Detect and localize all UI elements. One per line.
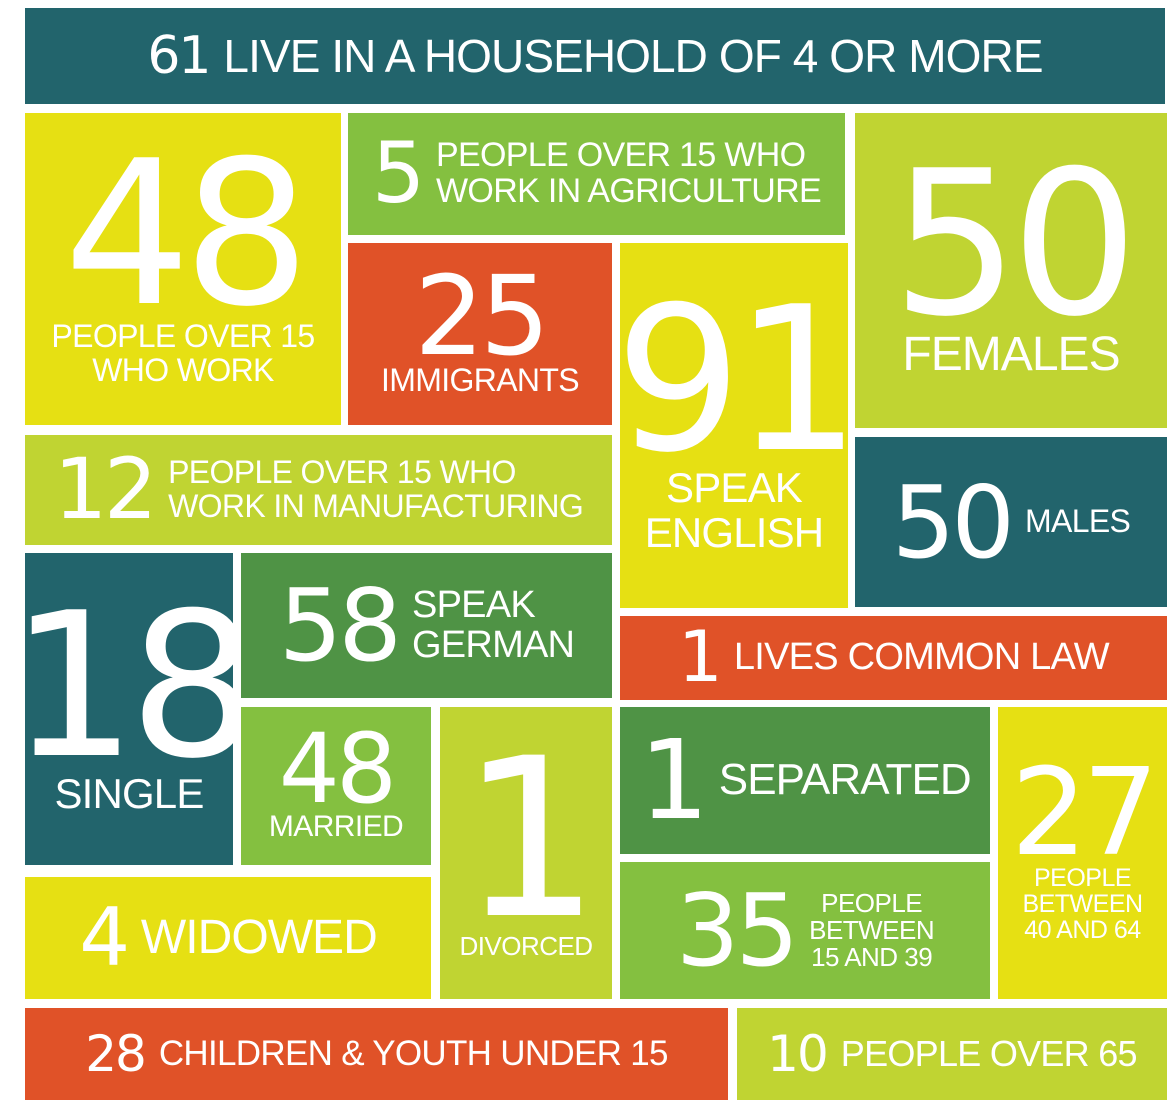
stat-label: PEOPLE BETWEEN 15 AND 39 — [809, 887, 935, 973]
stat-tile: 50 FEMALES — [855, 113, 1167, 428]
stat-tile: 18 SINGLE — [25, 553, 233, 865]
stat-tile: 91 SPEAK ENGLISH — [620, 243, 848, 608]
label-line: MARRIED — [268, 810, 404, 844]
stat-tile: 27 PEOPLE BETWEEN 40 AND 64 — [998, 707, 1167, 999]
stat-tile: 12 PEOPLE OVER 15 WHO WORK IN MANUFACTURIN… — [25, 435, 612, 545]
stat-tile: 4 WIDOWED — [25, 877, 431, 999]
stat-number: 4 — [79, 891, 130, 984]
stat-number: 28 — [85, 1024, 147, 1083]
stat-tile: 58 SPEAK GERMAN — [241, 553, 612, 698]
label-line: PEOPLE OVER 15 WHO — [168, 454, 516, 491]
stat-tile: 1 LIVES COMMON LAW — [620, 616, 1167, 700]
stat-number: 25 — [414, 252, 550, 381]
label-line: WORK IN AGRICULTURE — [436, 172, 822, 210]
label-line: ENGLISH — [644, 508, 824, 556]
label-line: FEMALES — [902, 328, 1120, 382]
label-line: GERMAN — [412, 623, 575, 666]
stat-tile: 1 DIVORCED — [440, 707, 612, 999]
stat-number: 50 — [891, 463, 1015, 581]
label-line: CHILDREN & YOUTH UNDER 15 — [158, 1033, 669, 1073]
stat-tile: 28 CHILDREN & YOUTH UNDER 15 — [25, 1008, 728, 1100]
label-line: SEPARATED — [718, 755, 972, 805]
stat-number: 50 — [891, 128, 1138, 362]
stat-label: PEOPLE OVER 15 WHO WORK IN AGRICULTURE — [436, 136, 822, 210]
stat-tile: 48 PEOPLE OVER 15 WHO WORK — [25, 113, 341, 425]
label-line: PEOPLE OVER 65 — [840, 1033, 1138, 1075]
label-line: WHO WORK — [92, 352, 274, 388]
stat-number: 12 — [53, 440, 158, 539]
stat-number: 35 — [675, 872, 799, 989]
label-line: BETWEEN — [1022, 889, 1143, 918]
label-line: PEOPLE — [821, 887, 923, 918]
stat-number: 1 — [678, 616, 723, 699]
stat-label: LIVE IN A HOUSEHOLD OF 4 OR MORE — [223, 29, 1043, 82]
stat-label: PEOPLE BETWEEN 40 AND 64 — [1022, 863, 1143, 945]
stat-number: 61 — [147, 25, 211, 86]
stat-tile: 35 PEOPLE BETWEEN 15 AND 39 — [620, 862, 990, 999]
label-line: PEOPLE — [1033, 863, 1132, 892]
stat-label: SINGLE — [54, 769, 204, 817]
stat-label: DIVORCED — [459, 930, 593, 961]
stat-label: MALES — [1024, 503, 1131, 540]
label-line: BETWEEN — [809, 914, 935, 945]
label-line: DIVORCED — [459, 930, 593, 961]
label-line: WORK IN MANUFACTURING — [168, 488, 584, 524]
stat-tile: 48 MARRIED — [241, 707, 431, 865]
label-line: LIVE IN A HOUSEHOLD OF 4 OR MORE — [223, 29, 1043, 82]
stat-number: 48 — [278, 713, 397, 826]
stat-number: 48 — [63, 118, 310, 352]
label-line: MALES — [1024, 503, 1131, 540]
stat-tile: 25 IMMIGRANTS — [348, 243, 612, 425]
stat-label: PEOPLE OVER 65 — [840, 1033, 1138, 1075]
stat-number: 10 — [767, 1024, 829, 1083]
stat-tile: 61 LIVE IN A HOUSEHOLD OF 4 OR MORE — [25, 8, 1165, 104]
label-line: IMMIGRANTS — [380, 361, 580, 398]
stat-number: 5 — [371, 124, 425, 223]
stat-label: PEOPLE OVER 15 WHO WORK — [51, 318, 315, 388]
label-line: PEOPLE OVER 15 — [51, 318, 315, 355]
stat-number: 91 — [620, 264, 848, 498]
stat-number: 58 — [278, 567, 402, 684]
stat-label: FEMALES — [902, 328, 1120, 382]
stat-label: CHILDREN & YOUTH UNDER 15 — [158, 1033, 669, 1073]
stat-label: IMMIGRANTS — [380, 361, 580, 398]
label-line: 15 AND 39 — [811, 942, 933, 973]
stat-label: WIDOWED — [140, 910, 378, 964]
stat-label: SPEAK ENGLISH — [645, 466, 824, 554]
label-line: WIDOWED — [140, 910, 378, 964]
label-line: SPEAK — [666, 464, 803, 512]
stat-label: SEPARATED — [718, 755, 972, 805]
label-line: LIVES COMMON LAW — [733, 636, 1110, 679]
label-line: SPEAK — [412, 583, 536, 626]
stat-label: LIVES COMMON LAW — [733, 636, 1110, 679]
stat-tile: 5 PEOPLE OVER 15 WHO WORK IN AGRICULTURE — [348, 113, 845, 235]
stat-label: PEOPLE OVER 15 WHO WORK IN MANUFACTURING — [168, 454, 584, 524]
stat-number: 1 — [639, 715, 709, 844]
stat-tile: 1 SEPARATED — [620, 707, 990, 854]
stat-label: SPEAK GERMAN — [412, 583, 575, 666]
stat-tile: 10 PEOPLE OVER 65 — [737, 1008, 1167, 1100]
stat-number: 1 — [460, 710, 600, 967]
label-line: PEOPLE OVER 15 WHO — [436, 136, 806, 175]
label-line: 40 AND 64 — [1024, 916, 1141, 945]
stat-tile: 50 MALES — [855, 437, 1167, 607]
stat-number: 18 — [25, 569, 233, 803]
stat-number: 27 — [1010, 743, 1159, 883]
stat-label: MARRIED — [268, 810, 404, 844]
label-line: SINGLE — [54, 769, 204, 817]
